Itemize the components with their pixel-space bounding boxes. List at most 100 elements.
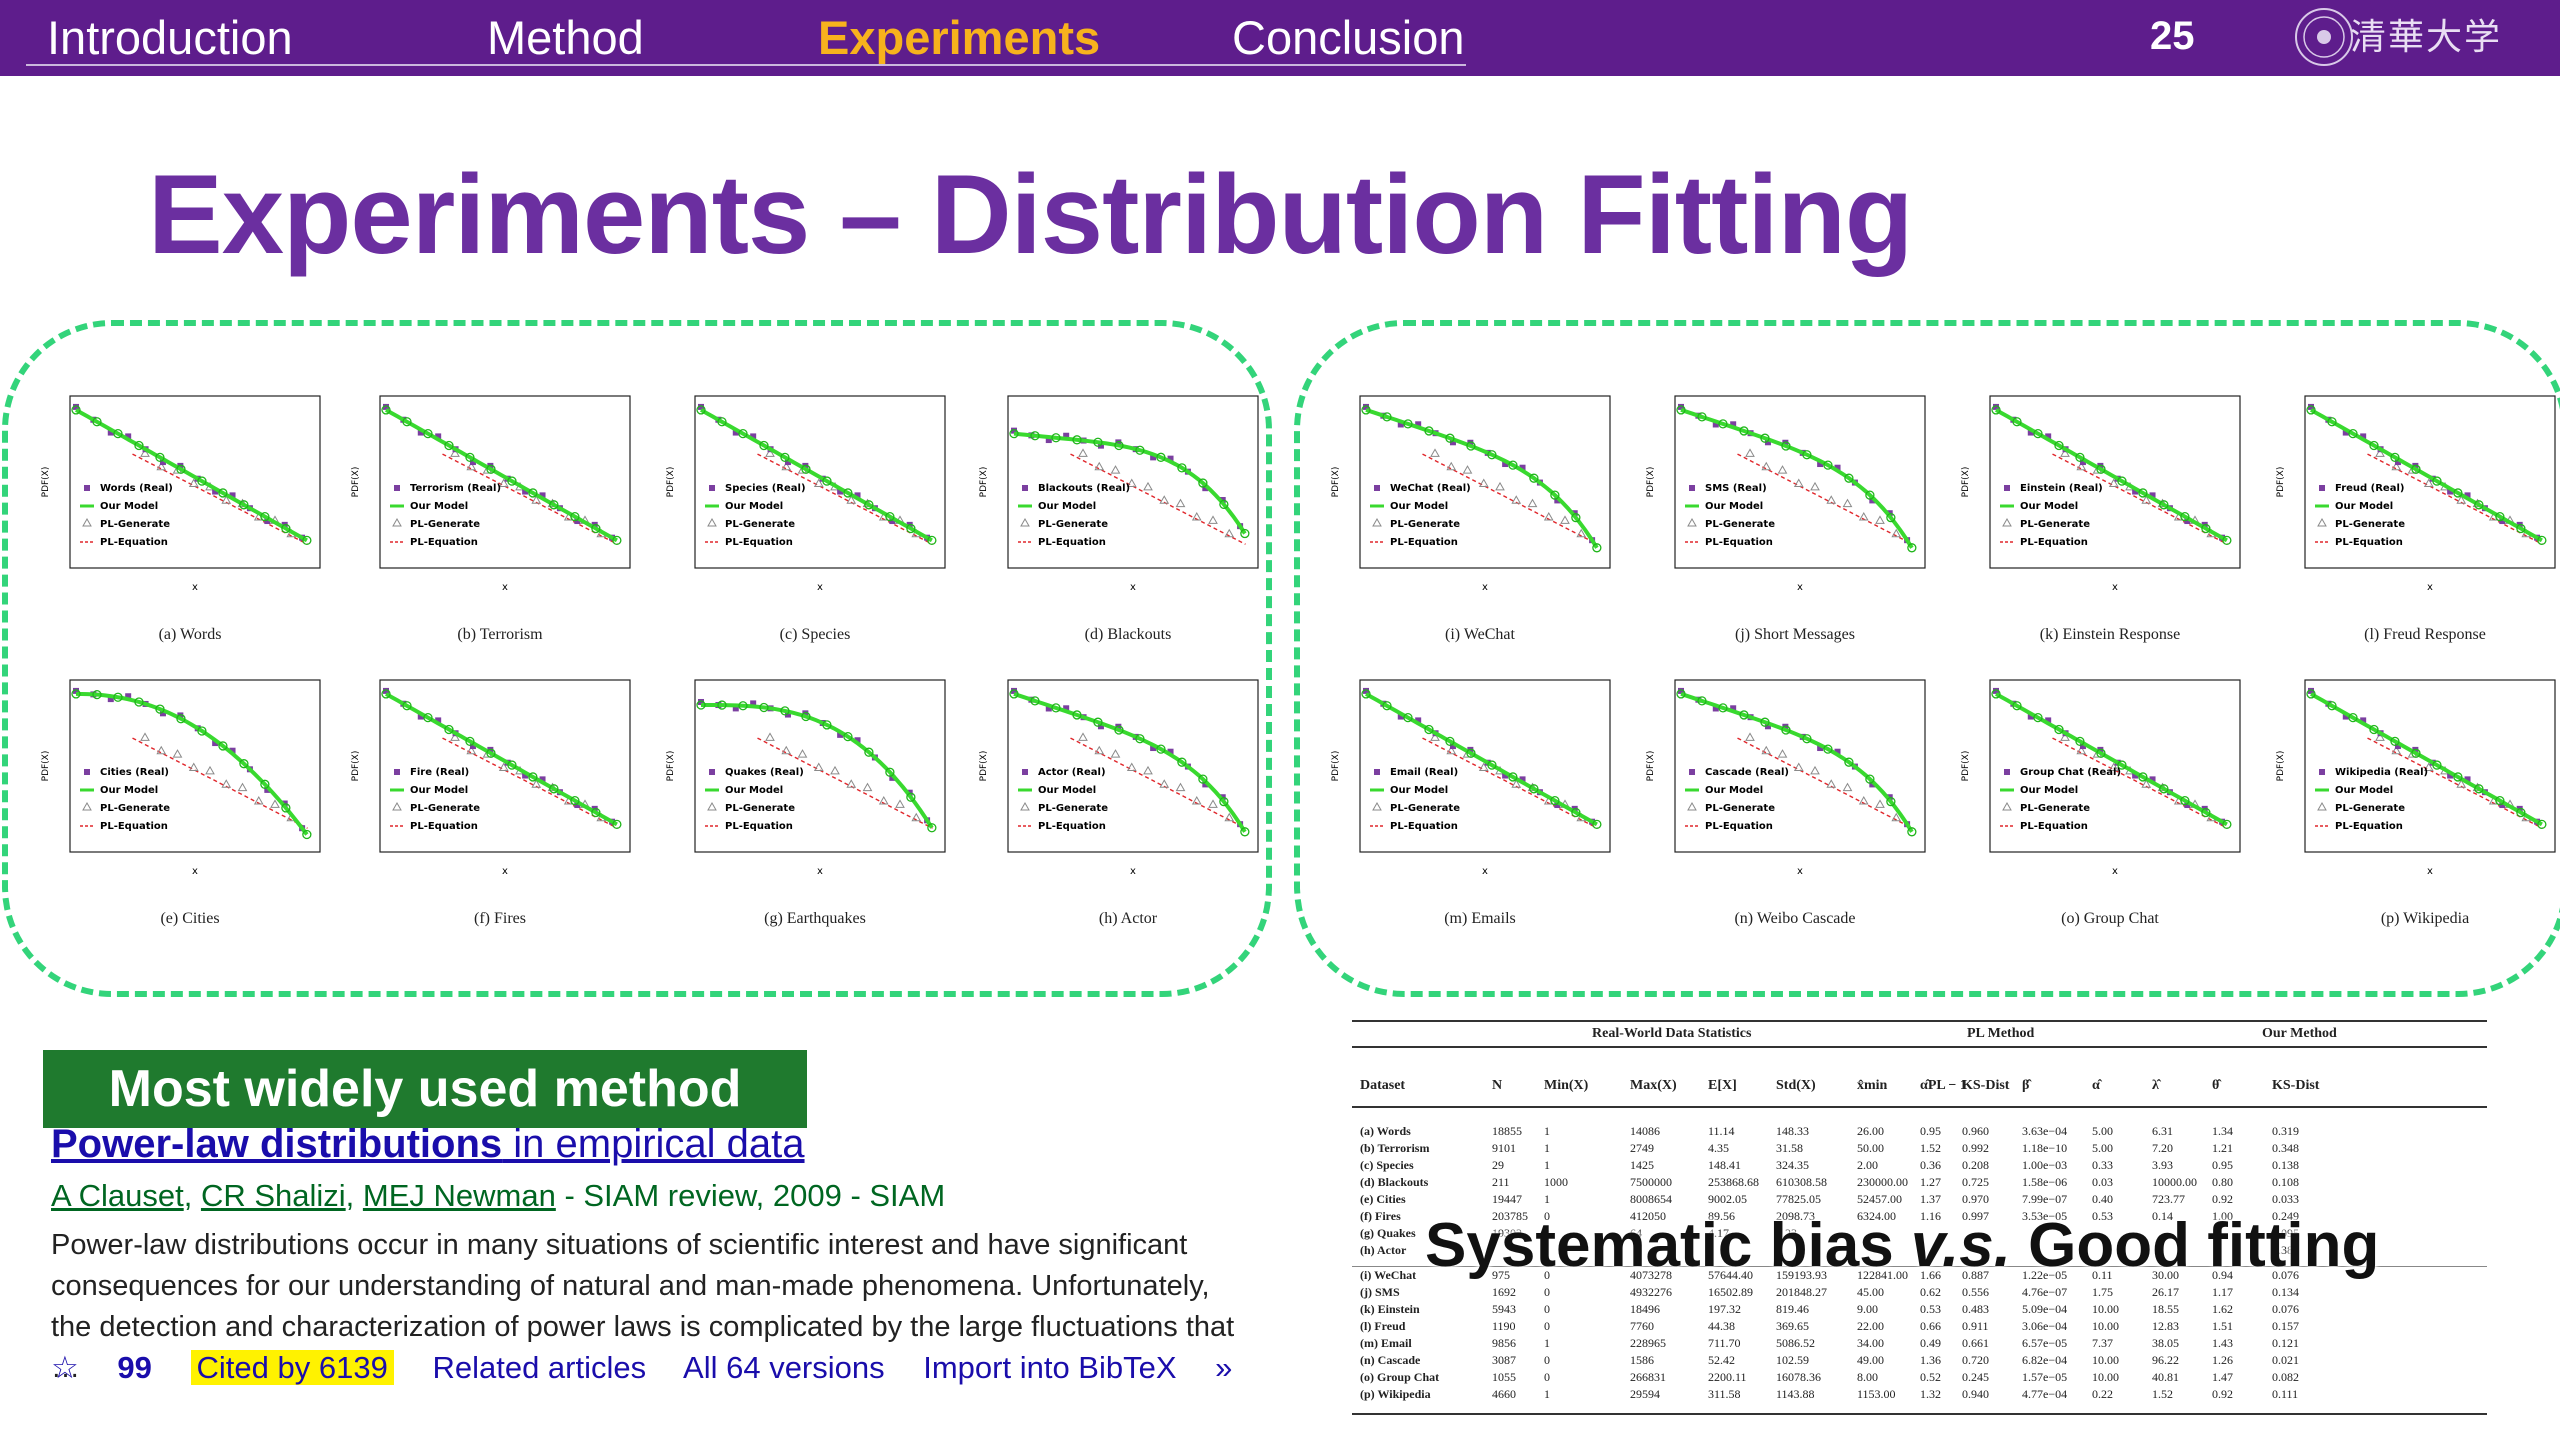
author-link-shalizi[interactable]: CR Shalizi [200,1178,346,1213]
our-model-marker [885,767,895,777]
our-model-marker [1219,499,1229,510]
pl-generate-marker [1159,779,1170,788]
quote-icon[interactable]: 99 [117,1350,152,1385]
y-axis-label: PDF(X) [2276,751,2286,782]
pl-generate-marker [1777,749,1788,758]
pl-generate-marker [765,732,775,741]
related-articles-link[interactable]: Related articles [432,1350,647,1385]
table-cell: 1.18e−10 [2022,1141,2068,1155]
table-cell: 1.52 [2152,1387,2173,1401]
legend-label: Our Model [725,785,783,796]
our-model-marker [1093,717,1103,727]
our-model-marker [1718,703,1728,713]
plot-svg: PDF(X) x Actor (Real) Our Model PL-Generate P… [979,679,1259,877]
our-model-marker [1009,428,1019,439]
table-cell: 0 [1544,1209,1550,1223]
pl-generate-marker [846,779,857,788]
our-model-marker [528,488,538,498]
author-link-clauset[interactable]: A Clauset [51,1178,184,1213]
table-column-header: α̂ [2092,1078,2100,1093]
pl-equation-line [442,453,618,545]
author-link-newman[interactable]: MEJ Newman [362,1178,556,1213]
table-cell: 52457.00 [1857,1192,1902,1206]
y-axis-label: PDF(X) [41,467,51,498]
pl-equation-line [1070,453,1246,545]
pl-generate-marker [830,765,840,775]
real-data-marker [1449,743,1456,750]
table-cell: 1425 [1630,1158,1654,1172]
pl-generate-marker [846,495,857,504]
logo-text: 清華大学 [2350,17,2503,58]
nav-conclusion[interactable]: Conclusion [1232,11,1465,64]
our-model-marker [822,720,832,730]
our-model-marker [2096,748,2106,758]
our-model-marker [2495,512,2505,522]
star-icon[interactable]: ☆ [51,1350,79,1385]
real-data-marker [1502,772,1509,779]
real-data-marker [2308,403,2314,410]
table-cell: 266831 [1630,1370,1666,1384]
panel-caption: (h) Actor [1098,910,1158,927]
legend-label: WeChat (Real) [1390,483,1471,494]
pl-generate-marker [2076,745,2087,755]
table-cell: 1 [1544,1124,1550,1138]
pl-generate-marker [2391,745,2402,755]
legend-label: PL-Equation [2335,537,2403,548]
nav-introduction[interactable]: Introduction [47,11,293,64]
pl-generate-marker [911,812,922,822]
legend-label: PL-Equation [1705,821,1773,832]
plot-svg: PDF(X) x Blackouts (Real) Our Model PL-Gener… [979,395,1259,593]
our-model-marker [2516,807,2526,818]
legend-label: Our Model [100,501,158,512]
legend-plgen-swatch [1020,801,1030,811]
table-cell: 0.021 [2272,1353,2299,1367]
table-cell: 0.14 [2152,1209,2173,1223]
real-data-marker [2394,459,2401,466]
table-cell: 0 [1544,1353,1550,1367]
real-data-marker [854,737,861,744]
table-cell: 1.16 [1920,1209,1941,1223]
table-cell: 0.348 [2272,1141,2299,1155]
pl-generate-marker [140,732,150,741]
real-data-marker [2499,518,2506,525]
table-cell: 0.970 [1962,1192,1989,1206]
paper-title-rest[interactable]: in empirical data [502,1122,805,1166]
legend-label: Our Model [2020,501,2078,512]
real-data-marker [2045,433,2052,440]
table-cell: 77825.05 [1776,1192,1821,1206]
pl-generate-marker [1810,481,1820,491]
real-data-marker [1449,439,1456,446]
table-cell: 6.31 [2152,1124,2173,1138]
our-model-marker [402,417,412,427]
cited-by-link[interactable]: Cited by 6139 [190,1350,394,1385]
our-model-marker [1240,827,1250,837]
real-data-marker [698,403,704,410]
plot-panel: PDF(X) x Words (Real) Our Model PL-Generate P… [40,388,340,653]
plot-panel: PDF(X) x Cities (Real) Our Model PL-Generate… [40,672,340,937]
table-cell: 1.43 [2212,1336,2233,1350]
import-bibtex-link[interactable]: Import into BibTeX [923,1350,1177,1385]
pl-equation-line [2367,453,2543,545]
paper-title-bold[interactable]: Power-law distributions [51,1122,503,1166]
nav-experiments[interactable]: Experiments [818,11,1101,64]
table-cell: 10.00 [2092,1353,2119,1367]
x-axis-label: x [192,582,198,593]
pl-generate-marker [1478,478,1489,487]
real-data-marker [2464,492,2471,499]
plot-svg: PDF(X) x Cities (Real) Our Model PL-Generate… [41,679,321,877]
table-cell: 0.556 [1962,1285,1989,1299]
our-model-marker [2033,428,2043,439]
paper-title-link[interactable]: Power-law distributions in empirical dat… [51,1122,805,1167]
all-versions-link[interactable]: All 64 versions [683,1350,885,1385]
legend-label: PL-Equation [2020,537,2088,548]
legend-label: Our Model [1705,501,1763,512]
table-cell: 0 [1544,1285,1550,1299]
nav-method[interactable]: Method [487,11,644,64]
table-cell: 7.37 [2092,1336,2113,1350]
panel-caption: (l) Freud Response [2364,626,2486,643]
more-chevron-icon[interactable]: » [1215,1350,1233,1385]
legend-label: PL-Generate [2020,519,2090,530]
our-model-marker [1156,744,1166,754]
table-cell: 4660 [1492,1387,1516,1401]
legend-plgen-swatch [707,801,717,811]
